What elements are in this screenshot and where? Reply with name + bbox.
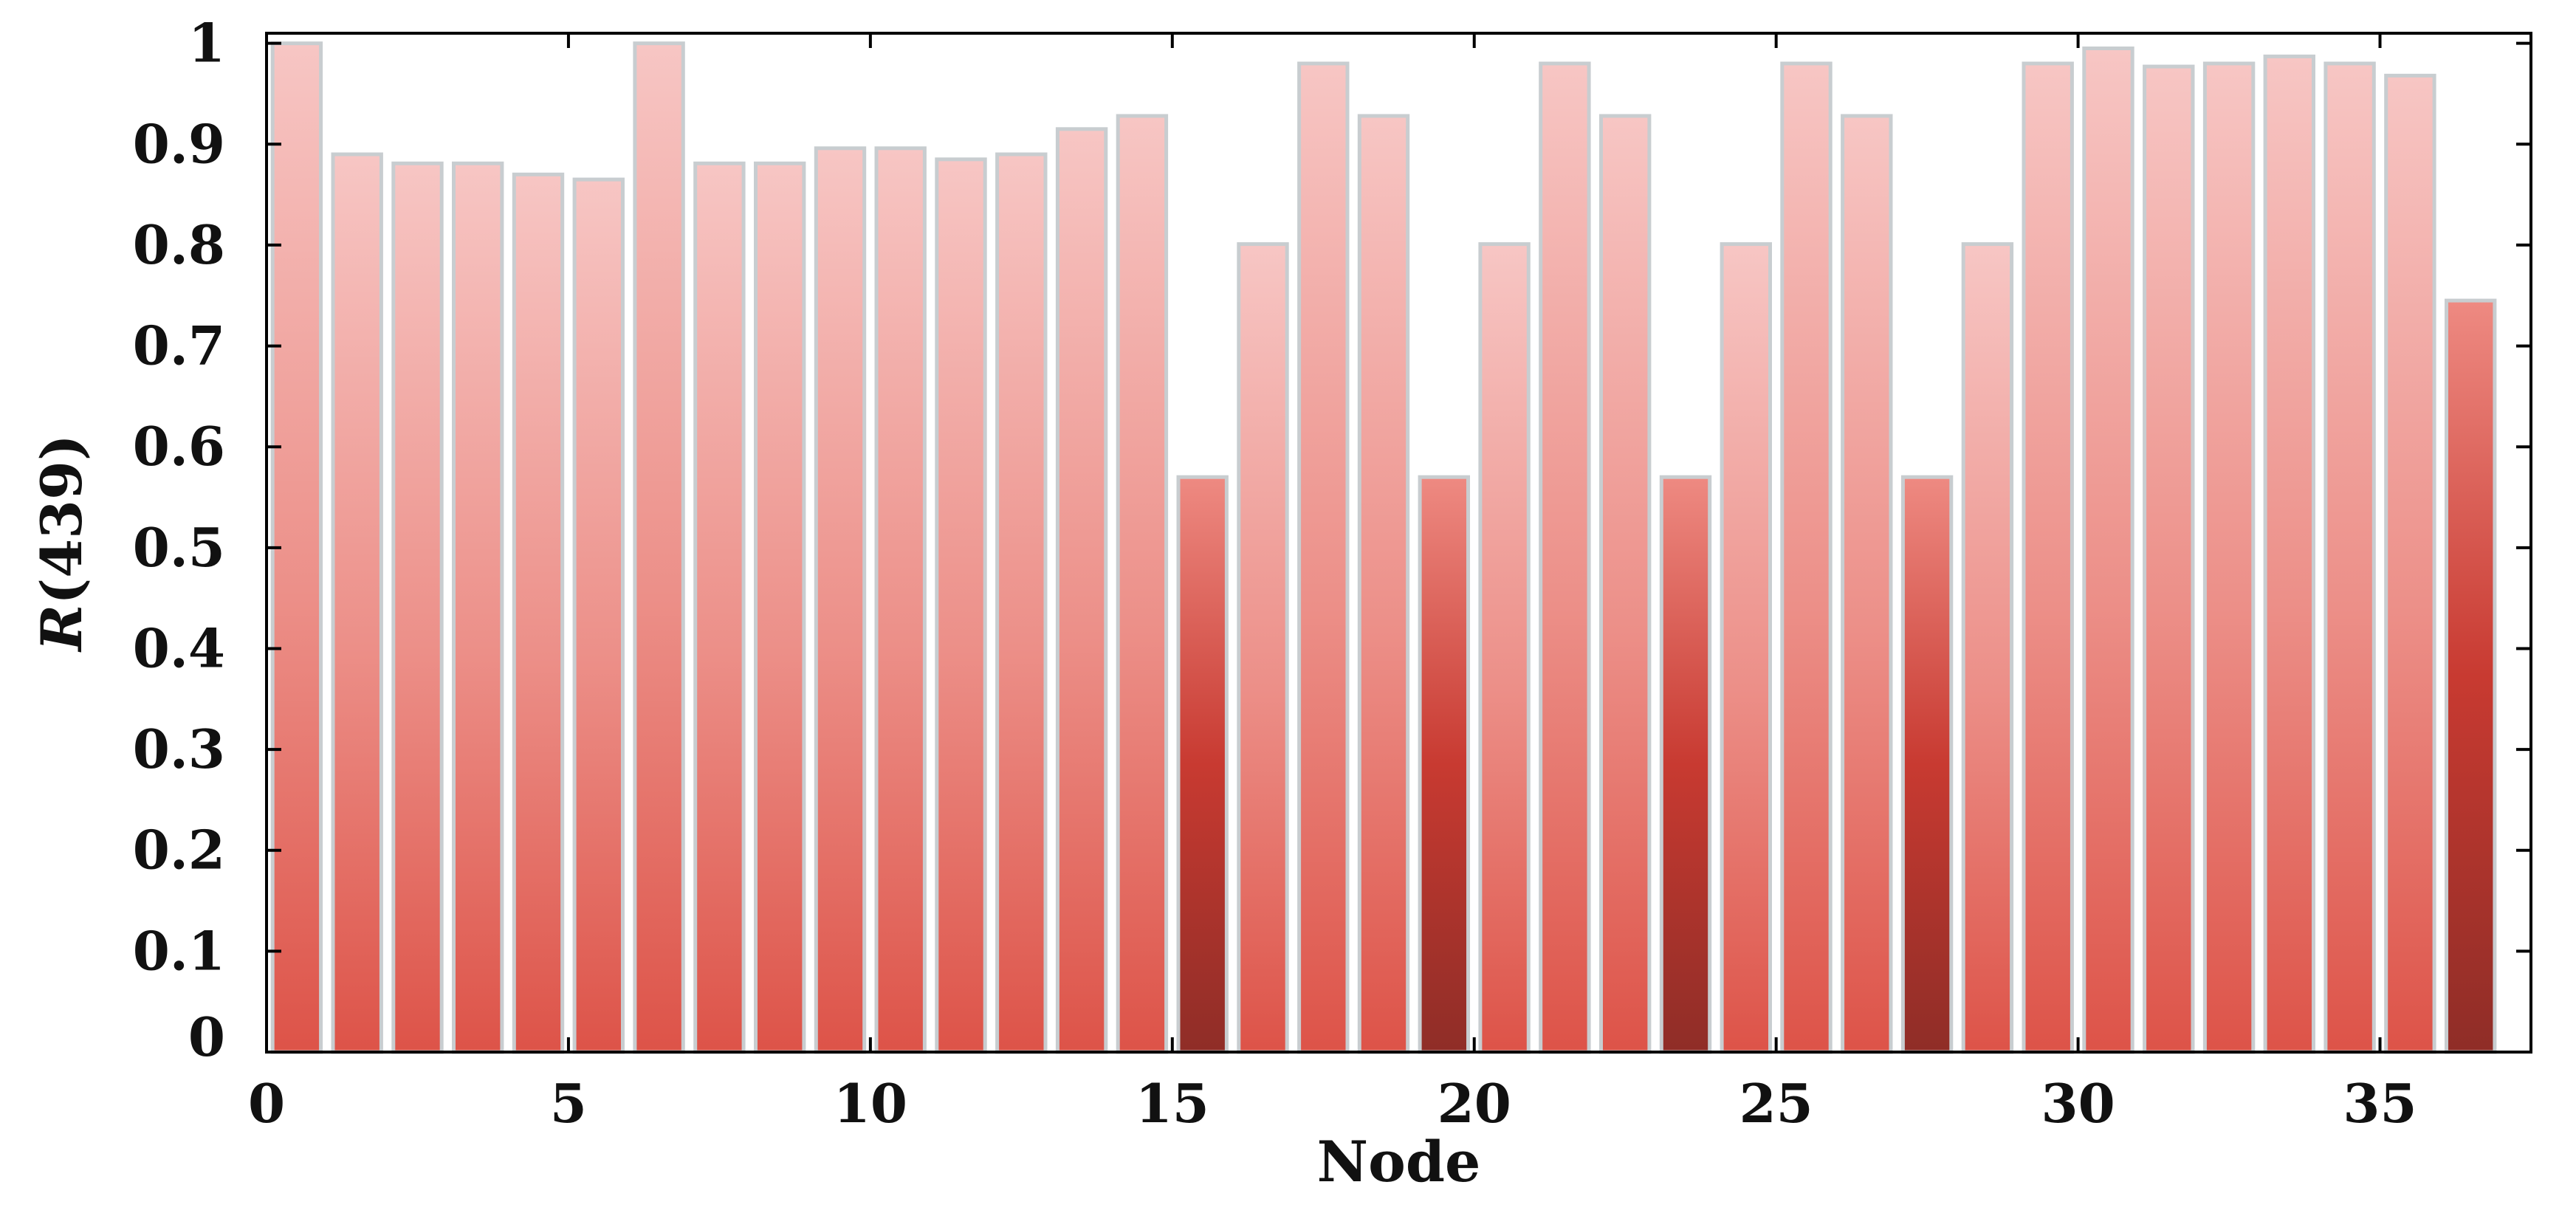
bar-node-20: [1418, 475, 1470, 1054]
x-tick-label: 10: [834, 1072, 907, 1135]
bar-node-16: [1176, 475, 1229, 1054]
y-tick-label: 0.5: [133, 516, 225, 579]
y-tick-label: 0.4: [133, 616, 225, 679]
bar-node-7: [633, 41, 685, 1054]
y-tick-label: 0.8: [133, 213, 225, 276]
bar-node-28: [1900, 475, 1954, 1054]
y-tick-label: 0.1: [133, 919, 225, 982]
y-tick-label: 0: [188, 1006, 225, 1068]
bar-node-18: [1297, 61, 1350, 1054]
bar-node-34: [2263, 54, 2316, 1054]
y-axis-symbol: R: [29, 605, 95, 653]
y-tick-label: 0.2: [133, 819, 225, 882]
bar-node-5: [512, 172, 565, 1054]
bar-node-21: [1478, 242, 1531, 1054]
bar-node-6: [572, 177, 625, 1054]
bar-node-3: [391, 161, 444, 1054]
bar-node-31: [2082, 47, 2134, 1054]
bar-node-11: [874, 146, 927, 1054]
bar-node-12: [935, 157, 987, 1054]
x-tick-label: 20: [1438, 1072, 1511, 1135]
x-tick-labels: 0 5 10 15 20 25 30 35: [248, 1072, 2417, 1135]
bar-node-33: [2202, 61, 2256, 1054]
bar-node-15: [1116, 114, 1169, 1054]
bar-node-10: [814, 146, 867, 1054]
bar-node-35: [2323, 61, 2376, 1054]
x-tick-label: 30: [2041, 1072, 2115, 1135]
bar-node-26: [1780, 61, 1833, 1054]
x-tick-label: 15: [1136, 1072, 1209, 1135]
bar-node-25: [1720, 242, 1773, 1054]
y-tick-label: 0.6: [133, 415, 225, 478]
bar-node-22: [1539, 61, 1591, 1054]
bar-node-27: [1841, 114, 1893, 1054]
y-axis-title: R(439): [29, 434, 95, 653]
axis-ticks: [265, 33, 2531, 1054]
bar-node-9: [754, 161, 806, 1054]
x-tick-label: 5: [550, 1072, 587, 1135]
bar-node-29: [1961, 242, 2014, 1054]
plot-frame: [265, 32, 2532, 1054]
bar-node-4: [452, 161, 504, 1054]
bar-node-8: [693, 161, 746, 1054]
bar-node-23: [1599, 114, 1652, 1054]
bar-node-19: [1357, 114, 1410, 1054]
bar-node-13: [995, 152, 1048, 1054]
bar-node-24: [1659, 475, 1712, 1054]
x-tick-label: 0: [248, 1072, 285, 1135]
y-tick-label: 1: [188, 12, 225, 75]
bar-node-14: [1055, 127, 1108, 1054]
bar-node-36: [2384, 73, 2436, 1054]
bar-node-30: [2022, 61, 2074, 1054]
bar-node-2: [331, 152, 383, 1054]
y-tick-label: 0.7: [133, 315, 225, 377]
y-tick-label: 0.9: [133, 112, 225, 175]
y-tick-labels: 0 0.1 0.2 0.3 0.4 0.5 0.6 0.7 0.8 0.9 1: [133, 12, 225, 1068]
x-axis-title: Node: [1317, 1129, 1481, 1195]
bar-node-17: [1237, 242, 1289, 1054]
bar-node-32: [2143, 64, 2195, 1054]
bar-series: [270, 41, 2497, 1054]
x-tick-label: 25: [1739, 1072, 1813, 1135]
x-tick-label: 35: [2343, 1072, 2417, 1135]
bar-node-37: [2445, 298, 2497, 1054]
y-tick-label: 0.3: [133, 718, 225, 780]
y-axis-argument: (439): [29, 434, 95, 605]
